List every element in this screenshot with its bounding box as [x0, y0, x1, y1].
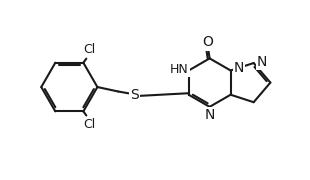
Text: N: N [205, 108, 215, 122]
Text: Cl: Cl [83, 118, 95, 131]
Text: HN: HN [170, 62, 188, 76]
Text: N: N [234, 61, 244, 75]
Text: N: N [257, 55, 267, 69]
Text: S: S [130, 88, 139, 102]
Text: Cl: Cl [83, 43, 95, 56]
Text: O: O [203, 35, 214, 50]
